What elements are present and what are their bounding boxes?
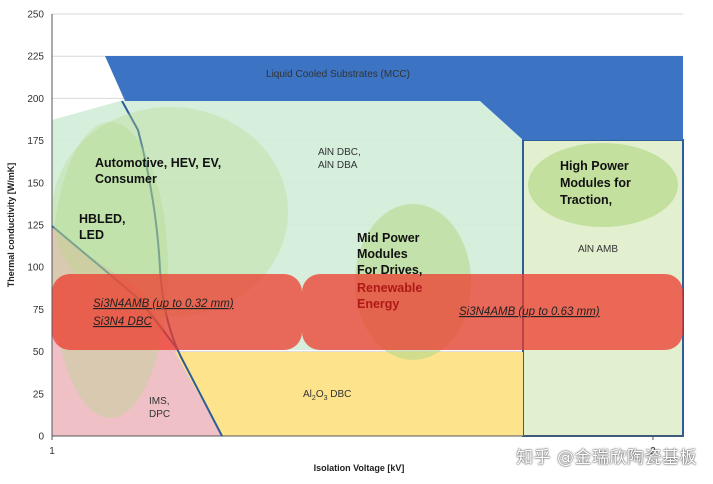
label-ims-1: IMS, xyxy=(149,396,170,407)
label-si3n4-amb-left: Si3N4AMB (up to 0.32 mm) xyxy=(93,298,234,310)
label-hbled-1: HBLED, xyxy=(79,212,126,226)
label-ims-2: DPC xyxy=(149,409,170,420)
label-automotive-2: Consumer xyxy=(95,172,157,186)
label-mid-1: Mid Power xyxy=(357,231,420,245)
y-tick-label: 150 xyxy=(27,178,44,189)
y-tick-label: 250 xyxy=(27,10,44,21)
ellipse-high-power xyxy=(528,143,678,227)
label-aln-dbc-1: AlN DBC, xyxy=(318,147,361,158)
y-tick-labels: 0 25 50 75 100 125 150 175 200 225 250 xyxy=(27,10,44,443)
y-tick-label: 75 xyxy=(33,305,45,316)
y-tick-label: 200 xyxy=(27,94,44,105)
y-tick-label: 0 xyxy=(38,432,44,443)
label-high-power-1: High Power xyxy=(560,159,629,173)
region-al2o3-dbc xyxy=(175,352,523,436)
label-aln-amb: AlN AMB xyxy=(578,244,618,255)
y-tick-label: 225 xyxy=(27,52,44,63)
y-tick-label: 50 xyxy=(33,347,45,358)
label-mid-3: For Drives, xyxy=(357,263,422,277)
y-tick-label: 25 xyxy=(33,389,45,400)
label-automotive-1: Automotive, HEV, EV, xyxy=(95,156,221,170)
label-al2o3-dbc: Al2O3 DBC xyxy=(303,389,351,402)
y-tick-label: 100 xyxy=(27,263,44,274)
label-mid-2: Modules xyxy=(357,247,408,261)
label-si3n4-dbc-left: Si3N4 DBC xyxy=(93,316,152,328)
band-si3n4-left xyxy=(52,274,302,350)
ellipse-automotive xyxy=(52,107,288,317)
x-axis-title: Isolation Voltage [kV] xyxy=(314,463,405,473)
label-si3n4-amb-right: Si3N4AMB (up to 0.63 mm) xyxy=(459,306,600,318)
label-mid-4: Renewable xyxy=(357,281,422,295)
label-mid-5: Energy xyxy=(357,297,399,311)
watermark: 知乎 @金瑞欣陶瓷基板 xyxy=(516,448,697,468)
region-mcc xyxy=(105,56,683,140)
y-axis-title: Thermal conductivity [W/mK] xyxy=(6,163,16,288)
label-mcc: Liquid Cooled Substrates (MCC) xyxy=(266,69,410,80)
label-high-power-2: Modules for xyxy=(560,176,631,190)
band-si3n4-right xyxy=(302,274,683,350)
label-hbled-2: LED xyxy=(79,228,104,242)
y-tick-label: 125 xyxy=(27,221,44,232)
label-aln-dbc-2: AlN DBA xyxy=(318,160,358,171)
label-high-power-3: Traction, xyxy=(560,193,612,207)
y-tick-label: 175 xyxy=(27,136,44,147)
x-tick-label: 1 xyxy=(49,446,55,457)
x-tick-label: 2 xyxy=(650,446,656,457)
